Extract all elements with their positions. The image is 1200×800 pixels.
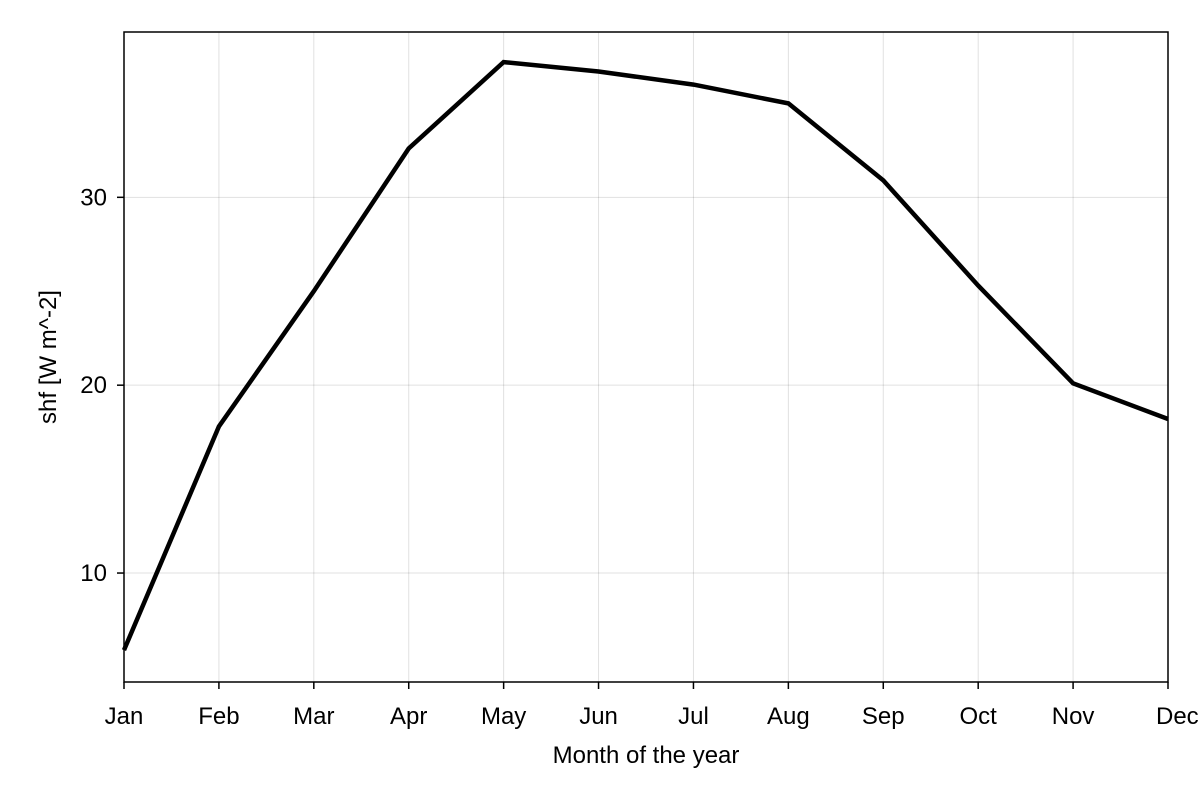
plot-frame xyxy=(123,31,1169,683)
x-tick-label: Dec xyxy=(1156,703,1199,730)
x-axis-title: Month of the year xyxy=(553,742,740,769)
grid-lines xyxy=(123,32,1169,682)
y-tick-label: 10 xyxy=(80,560,107,587)
x-tick-label: Jun xyxy=(579,703,618,730)
x-tick-label: Aug xyxy=(767,703,810,730)
axis-ticks xyxy=(117,196,1169,689)
x-tick-label: Oct xyxy=(960,703,998,730)
tick-labels: Jan Feb Mar Apr May Jun Jul Aug Sep Oct Nov Dec 10 20… xyxy=(80,184,1198,730)
y-tick-label: 30 xyxy=(80,184,107,211)
series-lines xyxy=(121,59,1169,651)
x-tick-label: Jul xyxy=(678,703,709,730)
x-tick-label: Sep xyxy=(862,703,905,730)
y-tick-label: 20 xyxy=(80,372,107,399)
x-tick-label: May xyxy=(481,703,526,730)
x-tick-label: Mar xyxy=(293,703,334,730)
data-line-series-1 xyxy=(121,59,1169,651)
x-tick-label: Feb xyxy=(198,703,239,730)
y-axis-title: shf [W m^-2] xyxy=(35,290,62,424)
x-tick-label: Apr xyxy=(390,703,427,730)
x-tick-label: Nov xyxy=(1052,703,1095,730)
x-tick-label: Jan xyxy=(105,703,144,730)
